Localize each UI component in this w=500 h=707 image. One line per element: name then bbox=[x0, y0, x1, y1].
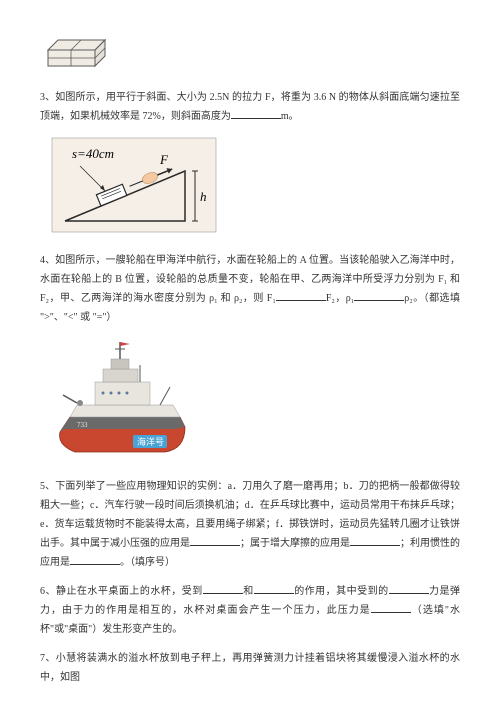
ship-label: 海洋号 bbox=[137, 436, 164, 447]
q3-text-b: m。 bbox=[281, 111, 299, 122]
q6-text-c: 的作用，其中受到的 bbox=[294, 586, 389, 597]
q6-blank-3 bbox=[389, 582, 429, 594]
question-5: 5、下面列举了一些应用物理知识的实例：a．刀用久了磨一磨再用；b．刀的把柄一般都… bbox=[40, 477, 460, 572]
q4-blank-1 bbox=[276, 289, 326, 301]
q6-blank-1 bbox=[203, 582, 243, 594]
q6-blank-4 bbox=[371, 601, 411, 613]
ship-number: 733 bbox=[77, 421, 88, 429]
ship-figure: 733 海洋号 bbox=[45, 337, 460, 467]
q4-blank-2 bbox=[354, 289, 404, 301]
question-3: 3、如图所示，用平行于斜面、大小为 2.5N 的拉力 F，将重为 3.6 N 的… bbox=[40, 88, 460, 126]
q3-blank bbox=[231, 107, 281, 119]
question-7: 7、小慧将装满水的溢水杯放到电子秤上，再用弹簧测力计挂着铝块将其缓慢浸入溢水杯的… bbox=[40, 649, 460, 687]
q5-text-b: ；属于增大摩擦的应用是 bbox=[240, 538, 350, 549]
q6-text-a: 6、静止在水平桌面上的水杯，受到 bbox=[40, 586, 203, 597]
q6-blank-2 bbox=[254, 582, 294, 594]
F-label: F bbox=[159, 152, 169, 167]
q5-blank-3 bbox=[70, 553, 120, 565]
s-label: s=40cm bbox=[72, 146, 114, 161]
q4-text-b: F₂，ρ₁ bbox=[326, 293, 354, 304]
q5-text-d: 。（填序号） bbox=[120, 557, 175, 568]
question-6: 6、静止在水平桌面上的水杯，受到和的作用，其中受到的力是弹力，由于力的作用是相互… bbox=[40, 582, 460, 639]
q7-text: 7、小慧将装满水的溢水杯放到电子秤上，再用弹簧测力计挂着铝块将其缓慢浸入溢水杯的… bbox=[40, 653, 460, 683]
q5-blank-1 bbox=[190, 534, 240, 546]
box-figure bbox=[40, 28, 460, 78]
q6-text-b: 和 bbox=[243, 586, 254, 597]
h-label: h bbox=[200, 189, 207, 204]
incline-figure: h F s=40cm bbox=[50, 136, 460, 241]
q5-blank-2 bbox=[350, 534, 400, 546]
question-4: 4、如图所示，一艘轮船在甲海洋中航行，水面在轮船上的 A 位置。当该轮船驶入乙海… bbox=[40, 251, 460, 327]
